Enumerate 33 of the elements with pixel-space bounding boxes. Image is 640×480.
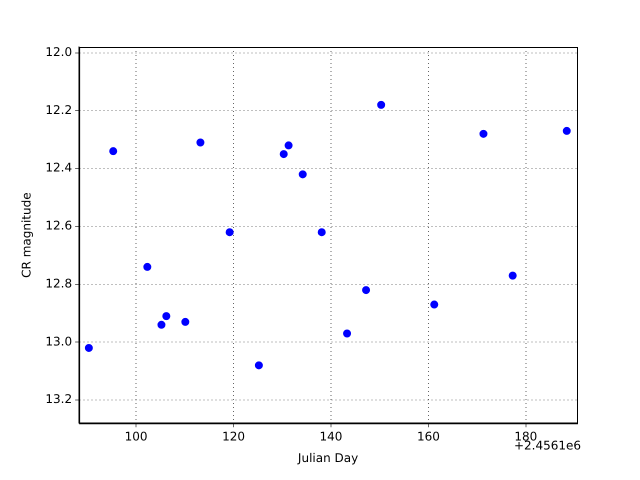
- x-axis-title: Julian Day: [296, 450, 358, 465]
- point: [508, 272, 517, 280]
- point: [562, 126, 571, 135]
- y-tick-label: 12.4: [45, 160, 72, 175]
- point: [226, 228, 234, 236]
- point: [318, 228, 326, 236]
- point: [479, 130, 488, 138]
- point: [143, 262, 152, 271]
- point: [109, 147, 118, 156]
- point: [181, 318, 190, 326]
- y-tick-label: 12.6: [45, 218, 72, 233]
- y-tick-label: 12.2: [45, 102, 72, 117]
- point: [157, 320, 166, 329]
- point: [362, 286, 370, 294]
- point: [430, 300, 438, 309]
- point: [254, 361, 263, 370]
- point: [377, 100, 386, 109]
- x-tick-label: 120: [222, 430, 246, 444]
- point: [343, 329, 352, 338]
- point: [280, 150, 288, 158]
- point: [196, 138, 204, 146]
- x-tick-label: 160: [416, 430, 440, 444]
- x-tick-label: 140: [320, 430, 342, 444]
- point: [162, 312, 170, 320]
- y-axis-title: CR magnitude: [19, 192, 34, 278]
- point: [284, 141, 293, 150]
- y-tick-label: 12.0: [45, 44, 72, 59]
- point: [84, 344, 93, 352]
- y-tick-label: 12.8: [45, 276, 72, 290]
- x-tick-label: 100: [124, 430, 148, 444]
- y-tick-label: 13.2: [45, 392, 72, 406]
- point: [298, 170, 307, 178]
- y-tick-label: 13.0: [45, 334, 72, 348]
